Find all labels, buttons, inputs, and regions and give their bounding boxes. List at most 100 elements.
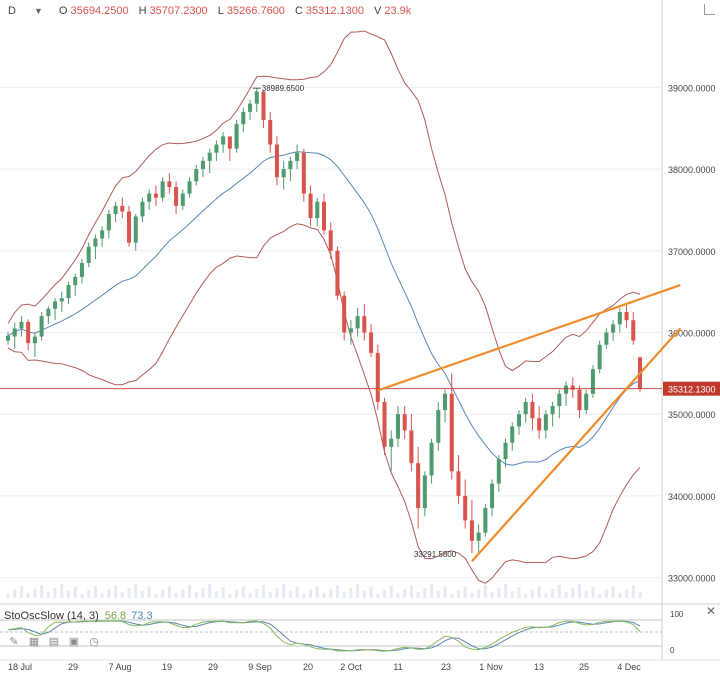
oscillator-name[interactable]: StoOscSlow (14, 3) (4, 610, 99, 622)
volume-bar (221, 587, 225, 598)
volume-bar (497, 588, 501, 598)
candle-body (153, 193, 158, 198)
volume-bar (13, 590, 17, 598)
candle-body (288, 160, 293, 170)
volume-bar (456, 590, 460, 598)
volume-bar (504, 584, 508, 598)
candle-body (167, 181, 172, 188)
volume-bar (598, 594, 602, 598)
open-value: 35694.2500 (70, 5, 129, 17)
volume-bar (436, 591, 440, 598)
volume-bar (309, 590, 313, 598)
volume-bar (67, 591, 71, 598)
oscillator-axis-label: 100 (670, 610, 684, 619)
candle-body (362, 316, 367, 333)
price-axis-label: 35000.0000 (668, 410, 716, 420)
candle-body (53, 301, 58, 309)
clock-icon[interactable]: ◷ (89, 635, 99, 648)
volume-bar (396, 593, 400, 598)
volume-bar (302, 594, 306, 598)
candle-body (140, 201, 145, 217)
candle-body (93, 238, 98, 247)
volume-bar (40, 585, 44, 598)
volume-bar (584, 591, 588, 598)
volume-bar (147, 587, 151, 598)
volume-label: V (374, 5, 382, 17)
volume-bar (255, 589, 259, 598)
volume-bar (409, 585, 413, 598)
volume-bar (100, 593, 104, 598)
volume-bar (46, 592, 50, 598)
high-value: 35707.2300 (149, 5, 208, 17)
volume-bar (356, 584, 360, 598)
interval-label[interactable]: D (8, 5, 16, 17)
candle-body (281, 169, 286, 178)
ohlc-header: D ▼ O 35694.2500 H 35707.2300 L 35266.76… (0, 0, 421, 22)
chevron-down-icon[interactable]: ▼ (34, 6, 43, 16)
candle-body (382, 401, 387, 447)
expand-icon[interactable] (704, 4, 715, 15)
candle-body (321, 201, 327, 231)
candle-body (557, 393, 562, 406)
last-price-tag (663, 381, 720, 396)
volume-bar (551, 589, 555, 598)
candle-body (207, 152, 212, 161)
x-axis-label: 19 (162, 662, 172, 672)
price-axis-label: 36000.0000 (668, 328, 716, 338)
candle-body (570, 385, 575, 390)
candle-body (39, 316, 44, 337)
pencil-icon[interactable]: ✎ (9, 635, 19, 648)
volume-bar (477, 589, 481, 598)
close-icon[interactable]: ✕ (705, 604, 716, 618)
candle-body (375, 352, 380, 402)
candle-body (483, 508, 488, 533)
volume-bar (537, 586, 541, 598)
price-axis-label: 37000.0000 (668, 247, 716, 257)
x-axis-label: 23 (441, 662, 451, 672)
x-axis-label: 18 Jul (8, 662, 32, 672)
volume-bar (524, 594, 528, 598)
candle-body (543, 414, 548, 431)
candle-body (248, 103, 253, 112)
candle-body (160, 181, 165, 198)
volume-bar (577, 584, 581, 598)
candle-body (66, 285, 71, 299)
volume-bar (591, 587, 595, 598)
volume-bar (208, 584, 212, 598)
high-annotation: 38989.6500 (262, 84, 305, 93)
candle-body (469, 520, 474, 541)
volume-bar (376, 594, 380, 598)
candle-body (120, 205, 125, 212)
candle-body (342, 295, 347, 333)
volume-bar (181, 589, 185, 598)
bars-icon[interactable]: ▤ (48, 635, 60, 648)
stoch-d-line (7, 620, 641, 652)
volume-bar (268, 592, 272, 598)
volume-bar (618, 593, 622, 598)
candle-body (241, 111, 246, 125)
volume-value: 23.9k (384, 5, 412, 17)
candle-body (395, 414, 400, 439)
candle-body (274, 144, 279, 178)
open-label: O (58, 5, 68, 17)
candle-body (5, 335, 11, 341)
candle-body (550, 406, 555, 415)
candle-body (315, 201, 320, 219)
candle-body (254, 91, 259, 104)
close-label: C (294, 5, 303, 17)
candle-body (409, 430, 414, 464)
volume-bar (342, 592, 346, 598)
volume-bar (194, 592, 198, 598)
candle-body (436, 410, 441, 443)
volume-bar (33, 589, 37, 598)
candle-body (369, 332, 374, 353)
candle-body (26, 321, 31, 344)
volume-bar (450, 594, 454, 598)
candle-body (564, 385, 569, 394)
calendar-icon[interactable]: ▣ (68, 635, 80, 648)
volume-bar (604, 590, 608, 598)
upper-trendline (377, 284, 681, 392)
volume-bar (571, 588, 575, 598)
grid-icon[interactable]: ▦ (28, 635, 40, 648)
